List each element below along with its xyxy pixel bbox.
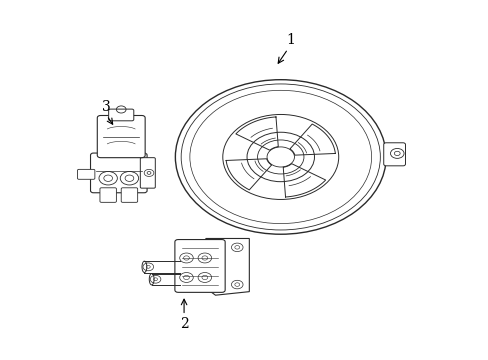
Text: 1: 1 [285, 33, 294, 47]
FancyBboxPatch shape [108, 109, 134, 121]
FancyBboxPatch shape [77, 169, 95, 179]
Text: 2: 2 [179, 316, 188, 330]
Text: 3: 3 [102, 100, 111, 114]
FancyBboxPatch shape [100, 188, 116, 202]
FancyBboxPatch shape [97, 116, 145, 158]
FancyBboxPatch shape [383, 143, 405, 166]
FancyBboxPatch shape [175, 239, 224, 292]
Polygon shape [205, 238, 249, 295]
FancyBboxPatch shape [121, 188, 138, 202]
FancyBboxPatch shape [140, 158, 155, 188]
FancyBboxPatch shape [90, 153, 147, 193]
